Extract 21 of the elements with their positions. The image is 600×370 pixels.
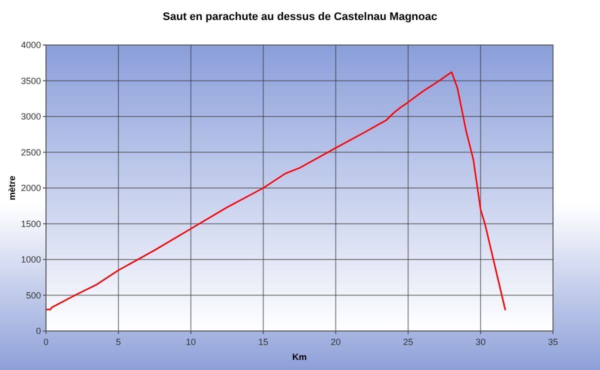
y-tick-label: 1000 [20,254,41,264]
x-tick-label: 10 [186,337,196,347]
y-axis-title: mètre [7,176,17,200]
x-axis-title: Km [292,352,307,362]
x-tick-label: 20 [330,337,341,347]
x-tick-label: 0 [43,337,49,347]
y-tick-label: 3000 [20,112,41,122]
x-tick-label: 5 [116,337,121,347]
x-tick-label: 35 [548,337,558,347]
y-tick-label: 2000 [20,183,41,193]
y-tick-label: 3500 [20,76,41,86]
y-tick-label: 2500 [20,147,41,158]
y-tick-label: 1500 [20,218,41,229]
x-tick-label: 25 [403,337,414,347]
x-tick-label: 30 [476,337,486,347]
line-series [45,71,506,310]
y-tick-label: 0 [36,326,41,336]
x-tick-label: 15 [258,337,268,347]
y-tick-label: 4000 [20,40,41,50]
y-tick-label: 500 [26,290,41,300]
chart-title: Saut en parachute au dessus de Castelnau Magnoac [162,11,438,23]
